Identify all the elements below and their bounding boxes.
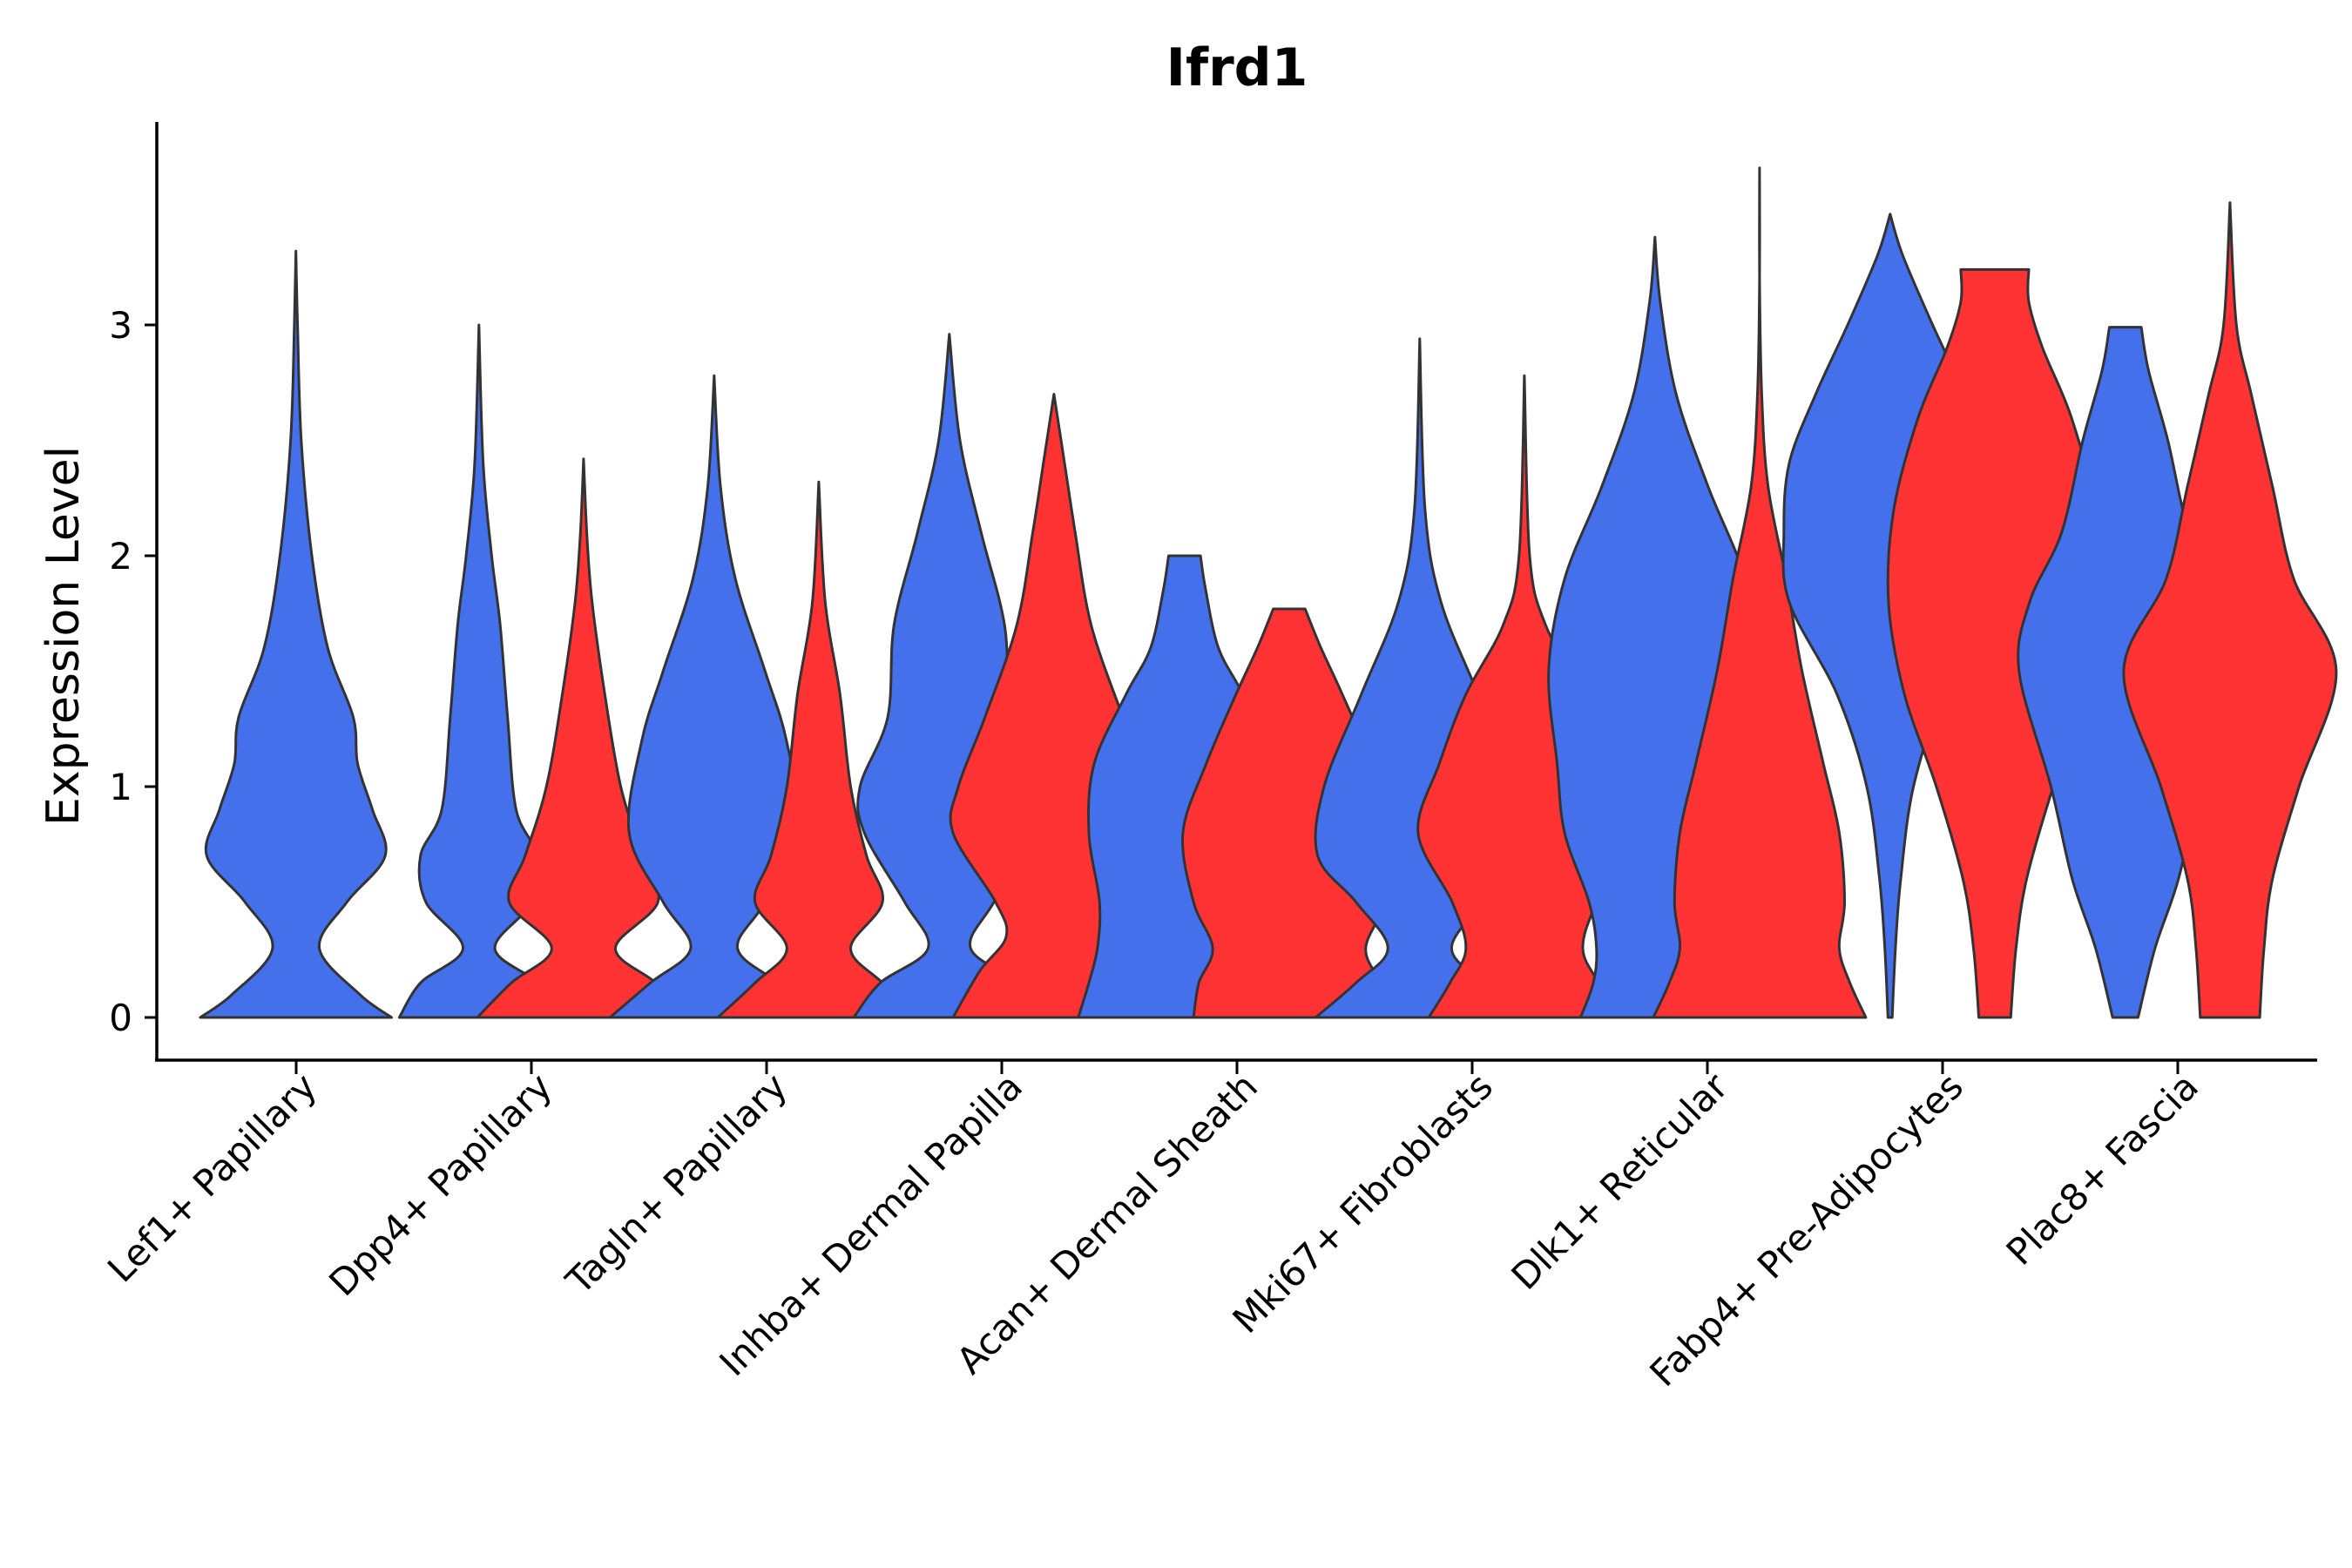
x-tick-label-2: Dpp4+ Papillary [321, 1064, 560, 1304]
violin-3-red [476, 457, 692, 1019]
y-axis-label: Expression Level [37, 446, 90, 826]
x-tick-label-6: Mki67+ Fibroblasts [1225, 1064, 1501, 1341]
y-tick-label-2: 2 [109, 535, 132, 578]
violin-13-red [1652, 166, 1868, 1019]
x-tick-label-7: Dlk1+ Reticular [1504, 1064, 1737, 1298]
violin-5-red [716, 480, 922, 1019]
y-tick-label-0: 0 [109, 997, 132, 1039]
y-tick-label-1: 1 [109, 766, 132, 808]
violin-1-blue [199, 249, 393, 1019]
x-tick-label-3: Tagln+ Papillary [558, 1064, 795, 1302]
y-ticks: 0 1 2 3 [109, 304, 157, 1039]
chart-title: Ifrd1 [1166, 37, 1308, 98]
violin-group [199, 166, 2338, 1019]
x-tick-label-9: Plac8+ Fascia [1998, 1064, 2207, 1273]
y-tick-label-3: 3 [109, 304, 132, 347]
violin-17-red [2122, 201, 2338, 1019]
x-tick-label-1: Lef1+ Papillary [99, 1064, 325, 1290]
